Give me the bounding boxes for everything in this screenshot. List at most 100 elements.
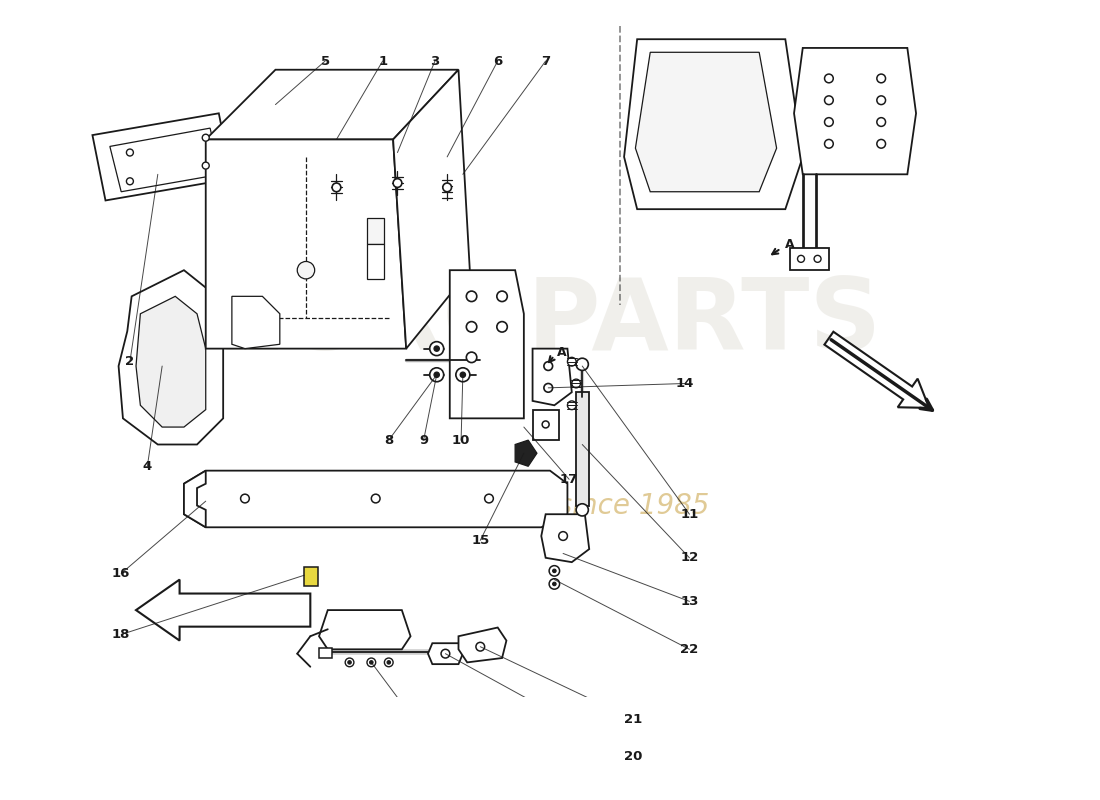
Text: 20: 20 bbox=[624, 750, 642, 763]
Circle shape bbox=[814, 255, 821, 262]
Polygon shape bbox=[393, 70, 470, 349]
Polygon shape bbox=[232, 157, 388, 318]
Polygon shape bbox=[794, 48, 916, 174]
Circle shape bbox=[372, 494, 379, 503]
Circle shape bbox=[466, 352, 476, 362]
Circle shape bbox=[825, 139, 834, 148]
Polygon shape bbox=[541, 514, 590, 562]
Circle shape bbox=[348, 661, 351, 664]
Polygon shape bbox=[790, 248, 829, 270]
Polygon shape bbox=[532, 349, 572, 406]
Polygon shape bbox=[206, 139, 406, 349]
Circle shape bbox=[476, 642, 485, 651]
Text: 9: 9 bbox=[419, 434, 428, 446]
Polygon shape bbox=[459, 627, 506, 662]
Text: 17: 17 bbox=[560, 473, 579, 486]
Circle shape bbox=[297, 262, 315, 279]
Polygon shape bbox=[450, 270, 524, 418]
Circle shape bbox=[430, 342, 443, 355]
Text: 18: 18 bbox=[112, 628, 131, 641]
Circle shape bbox=[126, 178, 133, 185]
Circle shape bbox=[202, 162, 209, 169]
Polygon shape bbox=[576, 392, 590, 506]
Circle shape bbox=[497, 322, 507, 332]
FancyArrow shape bbox=[136, 579, 310, 641]
Circle shape bbox=[370, 661, 373, 664]
Polygon shape bbox=[428, 643, 463, 664]
Circle shape bbox=[434, 346, 439, 351]
Text: 1: 1 bbox=[378, 54, 387, 67]
Text: a passion for cars since 1985: a passion for cars since 1985 bbox=[304, 491, 710, 519]
Circle shape bbox=[543, 362, 552, 370]
Circle shape bbox=[443, 183, 451, 192]
Text: 22: 22 bbox=[680, 643, 698, 656]
Polygon shape bbox=[624, 39, 803, 209]
Circle shape bbox=[466, 291, 476, 302]
Circle shape bbox=[568, 358, 576, 366]
Circle shape bbox=[552, 569, 557, 573]
Circle shape bbox=[126, 149, 133, 156]
Polygon shape bbox=[136, 296, 206, 427]
Circle shape bbox=[485, 494, 493, 503]
Circle shape bbox=[559, 532, 568, 540]
Text: 16: 16 bbox=[112, 567, 131, 580]
Circle shape bbox=[466, 322, 476, 332]
Polygon shape bbox=[119, 270, 223, 445]
Circle shape bbox=[543, 383, 552, 392]
Text: 14: 14 bbox=[675, 377, 694, 390]
Circle shape bbox=[455, 368, 470, 382]
Text: 2: 2 bbox=[125, 355, 134, 368]
Polygon shape bbox=[92, 114, 232, 201]
Circle shape bbox=[434, 372, 439, 378]
Polygon shape bbox=[367, 244, 384, 279]
Polygon shape bbox=[184, 470, 206, 527]
Polygon shape bbox=[232, 296, 279, 349]
Text: 7: 7 bbox=[541, 54, 550, 67]
Circle shape bbox=[241, 494, 250, 503]
Polygon shape bbox=[532, 410, 559, 440]
FancyArrow shape bbox=[824, 332, 930, 408]
Text: EUROPARTS: EUROPARTS bbox=[218, 274, 882, 371]
Circle shape bbox=[367, 658, 376, 666]
Circle shape bbox=[568, 401, 576, 410]
Circle shape bbox=[576, 504, 588, 516]
Text: 6: 6 bbox=[493, 54, 503, 67]
Text: A: A bbox=[557, 346, 566, 359]
Circle shape bbox=[387, 661, 390, 664]
Circle shape bbox=[460, 372, 465, 378]
Circle shape bbox=[430, 368, 443, 382]
Circle shape bbox=[345, 658, 354, 666]
Circle shape bbox=[332, 183, 341, 192]
Polygon shape bbox=[184, 470, 568, 527]
Circle shape bbox=[441, 650, 450, 658]
Polygon shape bbox=[636, 52, 777, 192]
Text: 10: 10 bbox=[452, 434, 471, 446]
Text: 12: 12 bbox=[680, 551, 698, 564]
Polygon shape bbox=[206, 70, 459, 139]
Circle shape bbox=[393, 178, 402, 187]
Circle shape bbox=[552, 582, 557, 586]
Circle shape bbox=[798, 255, 804, 262]
Text: 3: 3 bbox=[430, 54, 440, 67]
Text: 13: 13 bbox=[680, 595, 698, 608]
Circle shape bbox=[877, 74, 886, 82]
Polygon shape bbox=[110, 128, 220, 192]
Circle shape bbox=[877, 139, 886, 148]
Circle shape bbox=[202, 134, 209, 141]
Circle shape bbox=[572, 379, 581, 388]
Circle shape bbox=[549, 566, 560, 576]
Circle shape bbox=[825, 96, 834, 105]
Text: A: A bbox=[785, 238, 795, 250]
Circle shape bbox=[825, 118, 834, 126]
Polygon shape bbox=[515, 440, 537, 466]
Text: 4: 4 bbox=[143, 460, 152, 473]
Circle shape bbox=[877, 96, 886, 105]
Bar bbox=[305, 566, 318, 586]
Circle shape bbox=[877, 118, 886, 126]
Bar bbox=[319, 647, 332, 658]
Circle shape bbox=[825, 74, 834, 82]
Text: 5: 5 bbox=[320, 54, 330, 67]
Circle shape bbox=[497, 291, 507, 302]
Polygon shape bbox=[367, 218, 384, 244]
Polygon shape bbox=[319, 610, 410, 650]
